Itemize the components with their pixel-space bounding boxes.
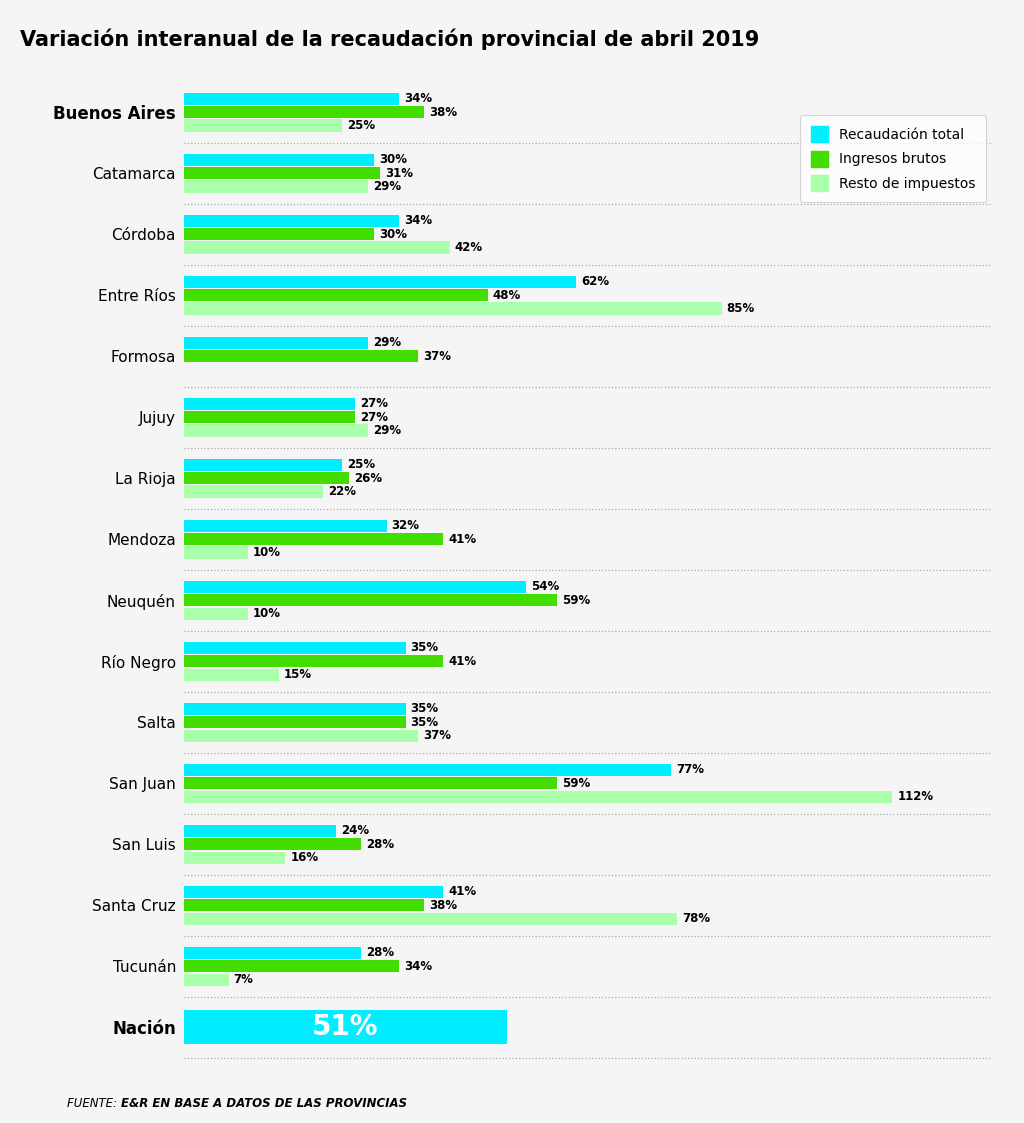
Bar <box>184 411 355 423</box>
Text: 32%: 32% <box>391 519 420 532</box>
Bar <box>184 1010 507 1044</box>
Text: 77%: 77% <box>676 764 705 776</box>
Text: 38%: 38% <box>429 106 458 119</box>
Bar <box>184 668 280 681</box>
Bar <box>184 730 418 741</box>
Bar <box>184 106 425 118</box>
Bar <box>184 947 361 959</box>
Bar <box>184 92 399 104</box>
Bar <box>184 851 286 864</box>
Text: 29%: 29% <box>373 424 400 437</box>
Text: FUENTE:: FUENTE: <box>67 1096 120 1110</box>
Legend: Recaudación total, Ingresos brutos, Resto de impuestos: Recaudación total, Ingresos brutos, Rest… <box>800 116 986 202</box>
Bar <box>184 241 450 254</box>
Text: 25%: 25% <box>347 458 376 472</box>
Bar <box>184 581 525 593</box>
Bar <box>184 228 374 240</box>
Text: 15%: 15% <box>285 668 312 682</box>
Bar <box>184 520 387 532</box>
Bar <box>184 913 677 924</box>
Text: 10%: 10% <box>253 608 281 620</box>
Bar <box>184 154 374 166</box>
Text: 31%: 31% <box>385 166 414 180</box>
Bar <box>184 167 380 180</box>
Bar <box>184 655 443 667</box>
Text: 41%: 41% <box>449 532 476 546</box>
Text: 37%: 37% <box>423 729 452 742</box>
Bar <box>184 791 892 803</box>
Text: 62%: 62% <box>582 275 609 289</box>
Bar <box>184 777 557 789</box>
Text: 41%: 41% <box>449 885 476 898</box>
Bar <box>184 974 228 986</box>
Text: 35%: 35% <box>411 702 438 715</box>
Text: 85%: 85% <box>727 302 755 316</box>
Bar <box>184 485 324 497</box>
Bar <box>184 960 399 973</box>
Bar <box>184 337 368 349</box>
Text: 7%: 7% <box>233 974 254 986</box>
Text: 27%: 27% <box>360 411 388 423</box>
Bar <box>184 703 406 715</box>
Bar <box>184 608 248 620</box>
Text: 35%: 35% <box>411 641 438 655</box>
Text: 37%: 37% <box>423 349 452 363</box>
Text: 34%: 34% <box>404 214 432 227</box>
Bar <box>184 472 348 484</box>
Text: 25%: 25% <box>347 119 376 133</box>
Bar <box>184 350 418 363</box>
Bar <box>184 424 368 437</box>
Text: Variación interanual de la recaudación provincial de abril 2019: Variación interanual de la recaudación p… <box>20 28 760 49</box>
Text: 34%: 34% <box>404 960 432 973</box>
Text: 51%: 51% <box>312 1013 379 1041</box>
Text: 24%: 24% <box>341 824 370 838</box>
Text: 54%: 54% <box>530 581 559 593</box>
Text: 38%: 38% <box>429 898 458 912</box>
Bar <box>184 838 361 850</box>
Text: 34%: 34% <box>404 92 432 106</box>
Text: 16%: 16% <box>291 851 318 864</box>
Bar <box>184 547 248 559</box>
Text: 22%: 22% <box>329 485 356 499</box>
Bar <box>184 900 425 911</box>
Text: 112%: 112% <box>897 791 933 803</box>
Text: 41%: 41% <box>449 655 476 668</box>
Bar <box>184 181 368 193</box>
Text: 29%: 29% <box>373 336 400 349</box>
Text: 78%: 78% <box>682 912 711 925</box>
Text: 27%: 27% <box>360 398 388 410</box>
Text: 28%: 28% <box>367 947 394 959</box>
Bar <box>184 641 406 654</box>
Text: 35%: 35% <box>411 715 438 729</box>
Bar <box>184 458 342 471</box>
Bar <box>184 764 671 776</box>
Text: 28%: 28% <box>367 838 394 851</box>
Bar <box>184 214 399 227</box>
Bar <box>184 594 557 606</box>
Text: 42%: 42% <box>455 241 483 254</box>
Text: 48%: 48% <box>493 289 521 302</box>
Bar <box>184 886 443 898</box>
Bar <box>184 302 722 314</box>
Bar <box>184 119 342 131</box>
Bar <box>184 716 406 729</box>
Text: 59%: 59% <box>562 777 591 789</box>
Text: 30%: 30% <box>379 153 407 166</box>
Text: 30%: 30% <box>379 228 407 240</box>
Text: 59%: 59% <box>562 594 591 606</box>
Bar <box>184 275 577 287</box>
Bar <box>184 824 336 837</box>
Text: 10%: 10% <box>253 546 281 559</box>
Text: E&R EN BASE A DATOS DE LAS PROVINCIAS: E&R EN BASE A DATOS DE LAS PROVINCIAS <box>121 1096 407 1110</box>
Bar <box>184 533 443 546</box>
Text: 29%: 29% <box>373 180 400 193</box>
Bar <box>184 289 487 301</box>
Bar <box>184 398 355 410</box>
Text: 26%: 26% <box>353 472 382 485</box>
